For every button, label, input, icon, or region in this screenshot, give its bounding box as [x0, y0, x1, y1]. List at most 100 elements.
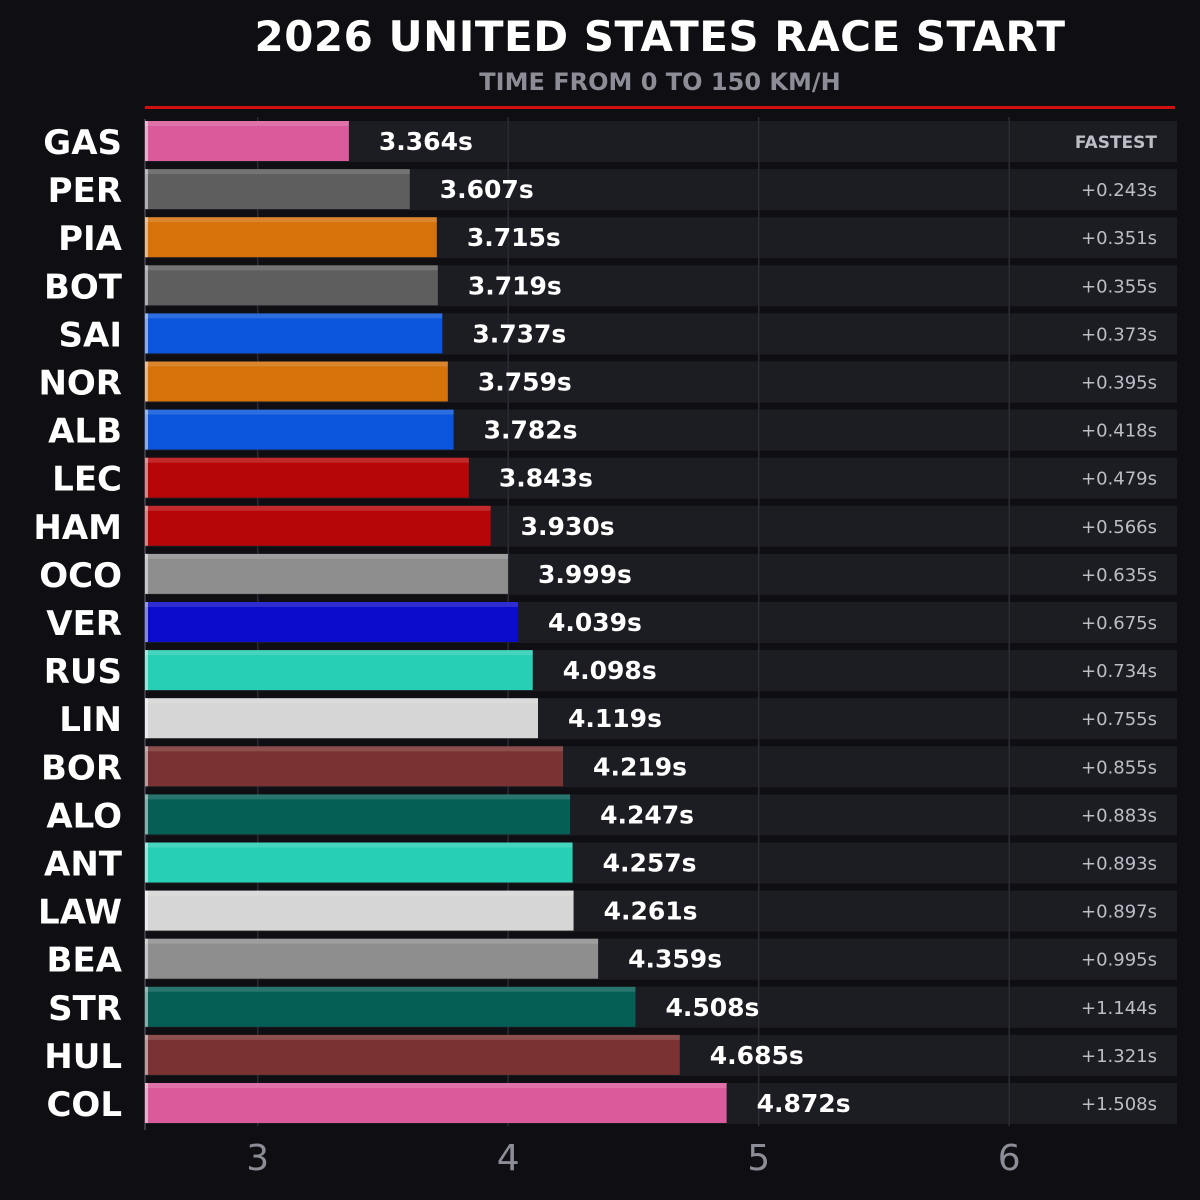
bar — [145, 457, 469, 498]
gap-label: +0.883s — [1081, 805, 1157, 826]
bar — [145, 986, 636, 1027]
bar — [145, 265, 438, 306]
bar — [145, 890, 574, 931]
bar-highlight — [145, 457, 469, 463]
gap-label: +1.321s — [1081, 1046, 1157, 1067]
chart-subtitle: TIME FROM 0 TO 150 KM/H — [479, 68, 841, 96]
bar-highlight — [145, 698, 539, 704]
bar — [145, 409, 454, 450]
driver-label: LIN — [59, 700, 122, 740]
value-label: 3.719s — [468, 271, 562, 300]
value-label: 3.782s — [484, 416, 578, 445]
value-label: 4.098s — [563, 656, 657, 685]
driver-label: VER — [46, 604, 122, 644]
bar-edge — [145, 505, 148, 546]
bar-edge — [145, 650, 148, 691]
driver-label: HUL — [44, 1037, 122, 1077]
bar-highlight — [145, 986, 636, 992]
value-label: 4.257s — [603, 849, 697, 878]
bar — [145, 602, 518, 642]
bar-edge — [145, 121, 148, 161]
bar-edge — [145, 265, 148, 306]
bar — [145, 361, 448, 402]
bar-highlight — [145, 602, 518, 607]
bar-highlight — [145, 361, 448, 367]
driver-label: BOR — [41, 748, 122, 788]
bar — [145, 217, 437, 258]
accent-divider — [145, 106, 1175, 109]
driver-label: COL — [46, 1085, 122, 1125]
bar — [145, 746, 564, 787]
bar-edge — [145, 698, 148, 739]
bar-highlight — [145, 746, 564, 752]
bar — [145, 121, 349, 161]
bar-highlight — [145, 1034, 680, 1040]
bar-highlight — [145, 409, 454, 415]
driver-label: PIA — [58, 219, 123, 259]
driver-label: BOT — [44, 267, 123, 307]
driver-label: NOR — [38, 364, 122, 404]
gap-label: +0.479s — [1081, 469, 1157, 490]
driver-label: ANT — [44, 845, 123, 885]
bar-edge — [145, 890, 148, 931]
bar-edge — [145, 1083, 148, 1123]
value-label: 4.219s — [593, 752, 687, 781]
value-label: 3.607s — [440, 175, 534, 204]
x-tick-label: 3 — [246, 1138, 269, 1179]
bar-edge — [145, 842, 148, 883]
value-label: 4.119s — [568, 704, 662, 733]
bar — [145, 313, 443, 354]
gap-label: +0.893s — [1081, 854, 1157, 875]
gap-label: +0.897s — [1081, 902, 1157, 923]
bar-edge — [145, 313, 148, 354]
gap-label: +0.635s — [1081, 565, 1157, 586]
driver-label: BEA — [47, 941, 123, 981]
bar — [145, 1034, 680, 1075]
value-label: 3.843s — [499, 464, 593, 493]
x-tick-label: 6 — [998, 1138, 1021, 1179]
bar-edge — [145, 457, 148, 498]
driver-label: LAW — [38, 893, 122, 933]
gap-label: +0.373s — [1081, 324, 1157, 345]
bar-edge — [145, 409, 148, 450]
bar-edge — [145, 986, 148, 1027]
value-label: 3.999s — [538, 560, 632, 589]
bar-edge — [145, 361, 148, 402]
bar-highlight — [145, 265, 438, 271]
bar-highlight — [145, 938, 599, 944]
value-label: 4.039s — [548, 608, 642, 637]
gap-label: +0.395s — [1081, 373, 1157, 394]
bar-highlight — [145, 313, 443, 319]
value-label: 3.737s — [472, 319, 566, 348]
gap-label: +0.855s — [1081, 757, 1157, 778]
gap-label: +1.144s — [1081, 998, 1157, 1019]
x-tick-label: 4 — [497, 1138, 520, 1179]
bar-highlight — [145, 553, 508, 559]
value-label: 4.261s — [604, 897, 698, 926]
driver-label: SAI — [59, 315, 122, 355]
gap-label: +0.418s — [1081, 421, 1157, 442]
bar — [145, 698, 539, 739]
chart-title: 2026 UNITED STATES RACE START — [254, 12, 1066, 61]
bar — [145, 505, 491, 546]
value-label: 3.930s — [521, 512, 615, 541]
bar-highlight — [145, 650, 533, 656]
bar-edge — [145, 746, 148, 787]
gap-label: +0.995s — [1081, 950, 1157, 971]
bar — [145, 169, 410, 210]
bar-edge — [145, 602, 148, 642]
bar-edge — [145, 938, 148, 979]
value-label: 4.685s — [710, 1041, 804, 1070]
bar — [145, 938, 599, 979]
driver-label: STR — [48, 989, 122, 1029]
value-label: 3.364s — [379, 127, 473, 156]
bar — [145, 842, 573, 883]
gap-label: +0.351s — [1081, 228, 1157, 249]
x-tick-label: 5 — [747, 1138, 770, 1179]
value-label: 4.247s — [600, 800, 694, 829]
gap-label: +1.508s — [1081, 1094, 1157, 1115]
bar-edge — [145, 169, 148, 210]
value-label: 4.872s — [757, 1089, 851, 1118]
